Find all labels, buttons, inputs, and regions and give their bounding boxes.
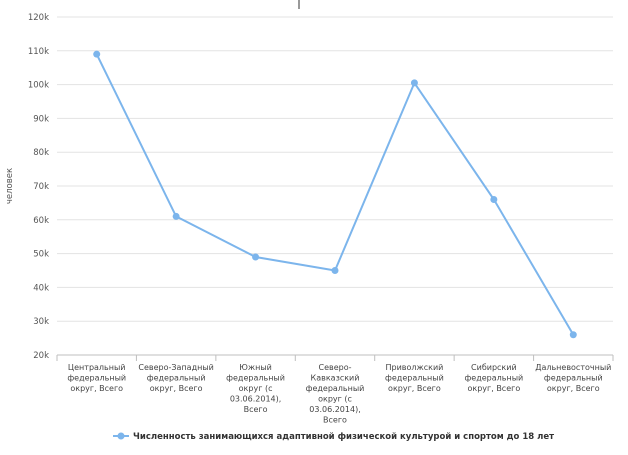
x-tick-label: Дальневосточный федеральный округ, Всего	[535, 363, 611, 393]
legend-label: Численность занимающихся адаптивной физи…	[133, 432, 554, 442]
data-point[interactable]	[410, 79, 418, 87]
series-line	[95, 53, 575, 336]
x-tick-label: Приволжский федеральный округ, Всего	[385, 363, 444, 393]
x-tick-label-line: Всего	[244, 405, 268, 414]
x-tick-label-line: федеральный	[544, 374, 603, 383]
legend-symbol-marker	[117, 432, 125, 440]
y-tick-label: 60k	[33, 216, 49, 226]
y-axis-ticks: 20k 30k 40k 50k 60k 70k 80k 90k 100k 110k 120k	[28, 13, 49, 361]
x-tick-label-line: Дальневосточный	[535, 363, 611, 372]
y-tick-label: 30k	[33, 317, 49, 327]
x-tick-label-line: федеральный	[385, 374, 444, 383]
x-tick-label-line: федеральный	[67, 374, 126, 383]
y-tick-label: 40k	[33, 283, 49, 293]
y-tick-label: 110k	[28, 47, 49, 57]
x-tick-label-line: Южный	[239, 363, 272, 372]
x-tick-label-line: округ, Всего	[467, 384, 520, 393]
x-tick-label-line: Сибирский	[471, 363, 517, 372]
x-axis	[56, 354, 614, 361]
x-tick-label-line: Кавказский	[311, 374, 360, 383]
data-point[interactable]	[331, 267, 339, 274]
x-tick-label: Центральный федеральный округ, Всего	[67, 363, 126, 393]
y-tick-label: 90k	[33, 114, 49, 124]
x-tick-label-line: округ (с	[318, 395, 352, 404]
x-tick-label: Сибирский федеральный округ, Всего	[464, 363, 523, 393]
data-point[interactable]	[490, 196, 498, 204]
series-layer	[93, 50, 577, 339]
x-tick-label-line: Приволжский	[385, 363, 443, 372]
x-tick-label-line: Всего	[323, 416, 347, 425]
x-tick-label-line: округ, Всего	[547, 384, 600, 393]
grid-lines	[57, 16, 613, 356]
x-tick-label-line: Центральный	[68, 363, 126, 372]
x-tick-label: Южный федеральный округ (с 03.06.2014), Всег…	[226, 363, 285, 414]
x-tick-label-line: федеральный	[464, 374, 523, 383]
data-point[interactable]	[569, 331, 577, 339]
y-tick-label: 100k	[28, 81, 49, 91]
x-tick-label: Северо- Кавказский федеральный округ (с 03.0…	[306, 363, 365, 425]
y-tick-label: 50k	[33, 250, 49, 260]
y-tick-label: 20k	[33, 351, 49, 361]
y-tick-label: 70k	[33, 182, 49, 192]
x-tick-label-line: федеральный	[306, 384, 365, 393]
x-tick-label-line: округ, Всего	[388, 384, 441, 393]
x-tick-label-line: 03.06.2014),	[309, 405, 360, 414]
x-tick-label-line: округ (с	[239, 384, 273, 393]
y-tick-label: 120k	[28, 13, 49, 23]
x-tick-label-line: Северо-	[318, 363, 351, 372]
y-tick-label: 80k	[33, 148, 49, 158]
legend[interactable]: Численность занимающихся адаптивной физи…	[113, 432, 554, 442]
x-axis-ticks: Центральный федеральный округ, ВсегоСеверо…	[67, 363, 611, 425]
y-axis-label: человек	[5, 168, 15, 204]
x-tick-label-line: 03.06.2014),	[230, 395, 281, 404]
data-point[interactable]	[252, 253, 260, 261]
x-tick-label-line: округ, Всего	[70, 384, 123, 393]
data-point[interactable]	[93, 50, 101, 58]
x-tick-label-line: федеральный	[147, 374, 206, 383]
data-point[interactable]	[172, 212, 180, 220]
x-tick-label: Северо-Западный федеральный округ, Всего	[138, 363, 213, 393]
x-tick-label-line: округ, Всего	[150, 384, 203, 393]
x-tick-label-line: федеральный	[226, 374, 285, 383]
x-tick-label-line: Северо-Западный	[138, 363, 213, 372]
